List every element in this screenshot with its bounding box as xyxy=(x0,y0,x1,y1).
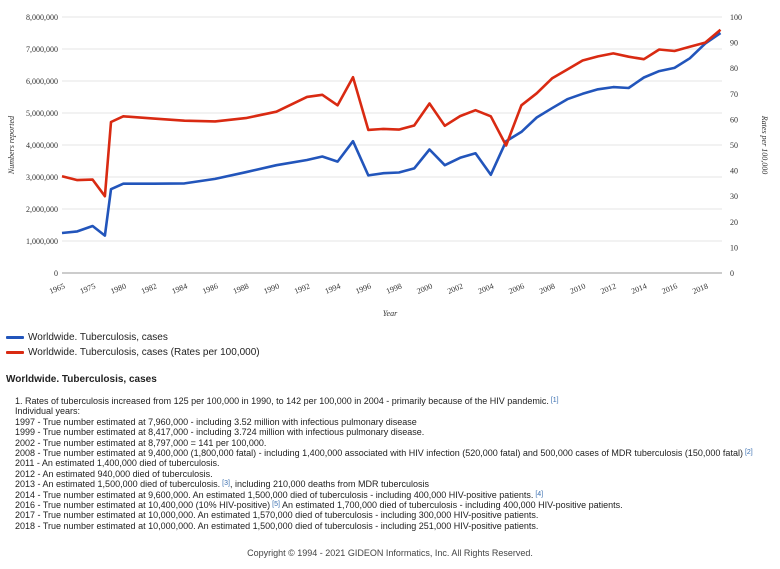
notes-list: 1. Rates of tuberculosis increased from … xyxy=(15,396,775,531)
section-title: Worldwide. Tuberculosis, cases xyxy=(6,374,157,385)
x-tick-label: 1994 xyxy=(324,282,342,296)
x-tick-label: 2004 xyxy=(477,282,495,296)
y2-tick-label: 40 xyxy=(730,167,738,176)
y2-tick-label: 10 xyxy=(730,243,738,252)
y2-tick-label: 50 xyxy=(730,141,738,150)
y-tick-label: 1,000,000 xyxy=(26,237,58,246)
footer-copyright: Copyright © 1994 - 2021 GIDEON Informati… xyxy=(247,548,533,558)
x-tick-label: 1984 xyxy=(170,282,188,296)
note-line: 2012 - An estimated 940,000 died of tube… xyxy=(15,468,213,479)
x-tick-label: 1975 xyxy=(79,282,97,296)
x-tick-label: 2002 xyxy=(446,282,464,296)
x-tick-label: 2010 xyxy=(569,282,587,296)
y2-tick-label: 0 xyxy=(730,269,734,278)
note-line: 1997 - True number estimated at 7,960,00… xyxy=(15,416,417,427)
legend-swatch-red xyxy=(6,351,24,354)
note-line: 1. Rates of tuberculosis increased from … xyxy=(15,396,775,406)
x-tick-label: 1986 xyxy=(201,282,219,296)
note-line: 2014 - True number estimated at 9,600,00… xyxy=(15,490,775,500)
legend-swatch-blue xyxy=(6,336,24,339)
y2-tick-label: 90 xyxy=(730,39,738,48)
x-tick-label: 1998 xyxy=(385,282,403,296)
series-line-rates xyxy=(61,28,722,198)
x-tick-label: 2008 xyxy=(538,282,556,296)
y-axis-label: Numbers reported xyxy=(7,115,16,175)
note-text: 2013 - An estimated 1,500,000 died of tu… xyxy=(15,479,221,490)
y-tick-label: 5,000,000 xyxy=(26,109,58,118)
note-line: 2013 - An estimated 1,500,000 died of tu… xyxy=(15,479,775,489)
note-text: 2016 - True number estimated at 10,400,0… xyxy=(15,500,271,511)
note-text: , including 210,000 deaths from MDR tube… xyxy=(229,479,430,490)
note-line: 2018 - True number estimated at 10,000,0… xyxy=(15,520,539,531)
note-line: 2008 - True number estimated at 9,400,00… xyxy=(15,448,775,458)
reference-link[interactable]: [2] xyxy=(744,449,753,457)
x-tick-label: 2012 xyxy=(599,282,617,296)
y-tick-label: 3,000,000 xyxy=(26,173,58,182)
right-axis-ticks: 0 10 20 30 40 50 60 70 80 90 100 xyxy=(730,13,742,278)
x-tick-label: 1965 xyxy=(48,282,66,296)
y-tick-label: 2,000,000 xyxy=(26,205,58,214)
y-tick-label: 7,000,000 xyxy=(26,45,58,54)
y2-axis-label: Rates per 100,000 xyxy=(760,115,769,174)
y-tick-label: 6,000,000 xyxy=(26,77,58,86)
reference-link[interactable]: [3] xyxy=(222,480,230,488)
series-lines xyxy=(61,28,722,237)
x-tick-label: 1996 xyxy=(354,282,372,296)
note-line: 2011 - An estimated 1,400,000 died of tu… xyxy=(15,458,220,469)
legend-label-cases: Worldwide. Tuberculosis, cases xyxy=(28,332,168,343)
y2-tick-label: 70 xyxy=(730,90,738,99)
x-tick-label: 1988 xyxy=(232,282,250,296)
x-tick-label: 2000 xyxy=(415,282,433,296)
reference-link[interactable]: [1] xyxy=(550,397,559,404)
grid-lines xyxy=(62,16,722,274)
series-line-cases xyxy=(61,31,722,237)
note-text: 1. Rates of tuberculosis increased from … xyxy=(15,396,549,406)
x-tick-label: 2016 xyxy=(660,282,678,296)
note-line: 2017 - True number estimated at 10,000,0… xyxy=(15,510,539,521)
tuberculosis-chart: 0 1,000,000 2,000,000 3,000,000 4,000,000 5,0… xyxy=(7,13,769,318)
x-tick-label: 1990 xyxy=(262,282,280,296)
note-line: 2016 - True number estimated at 10,400,0… xyxy=(15,500,775,510)
legend-item-rates[interactable]: Worldwide. Tuberculosis, cases (Rates pe… xyxy=(6,347,260,358)
x-axis-label: Year xyxy=(383,309,398,318)
y2-tick-label: 100 xyxy=(730,13,742,22)
y2-tick-label: 60 xyxy=(730,115,738,124)
x-tick-label: 2014 xyxy=(630,282,648,296)
x-tick-label: 1982 xyxy=(140,282,158,296)
x-axis-ticks: 1965 1975 1980 1982 1984 1986 1988 1990 1992 1994… xyxy=(48,282,709,296)
x-tick-label: 1992 xyxy=(293,282,311,296)
y2-tick-label: 80 xyxy=(730,64,738,73)
legend-label-rates: Worldwide. Tuberculosis, cases (Rates pe… xyxy=(28,347,260,358)
note-text: 2008 - True number estimated at 9,400,00… xyxy=(15,448,743,459)
note-text: 2014 - True number estimated at 9,600,00… xyxy=(15,489,534,500)
x-tick-label: 2006 xyxy=(507,282,525,296)
y-tick-label: 4,000,000 xyxy=(26,141,58,150)
reference-link[interactable]: [4] xyxy=(535,490,544,498)
reference-link[interactable]: [5] xyxy=(272,501,280,509)
y-tick-label: 8,000,000 xyxy=(26,13,58,22)
y-tick-label: 0 xyxy=(54,269,58,278)
legend-item-cases[interactable]: Worldwide. Tuberculosis, cases xyxy=(6,332,168,343)
y2-tick-label: 30 xyxy=(730,192,738,201)
x-tick-label: 1980 xyxy=(109,282,127,296)
y2-tick-label: 20 xyxy=(730,218,738,227)
x-tick-label: 2018 xyxy=(691,282,709,296)
note-text: An estimated 1,700,000 died of tuberculo… xyxy=(281,500,623,511)
note-line: Individual years: xyxy=(15,406,81,417)
left-axis-ticks: 0 1,000,000 2,000,000 3,000,000 4,000,000 5,0… xyxy=(26,13,58,278)
note-line: 1999 - True number estimated at 8,417,00… xyxy=(15,427,425,438)
note-line: 2002 - True number estimated at 8,797,00… xyxy=(15,437,267,448)
